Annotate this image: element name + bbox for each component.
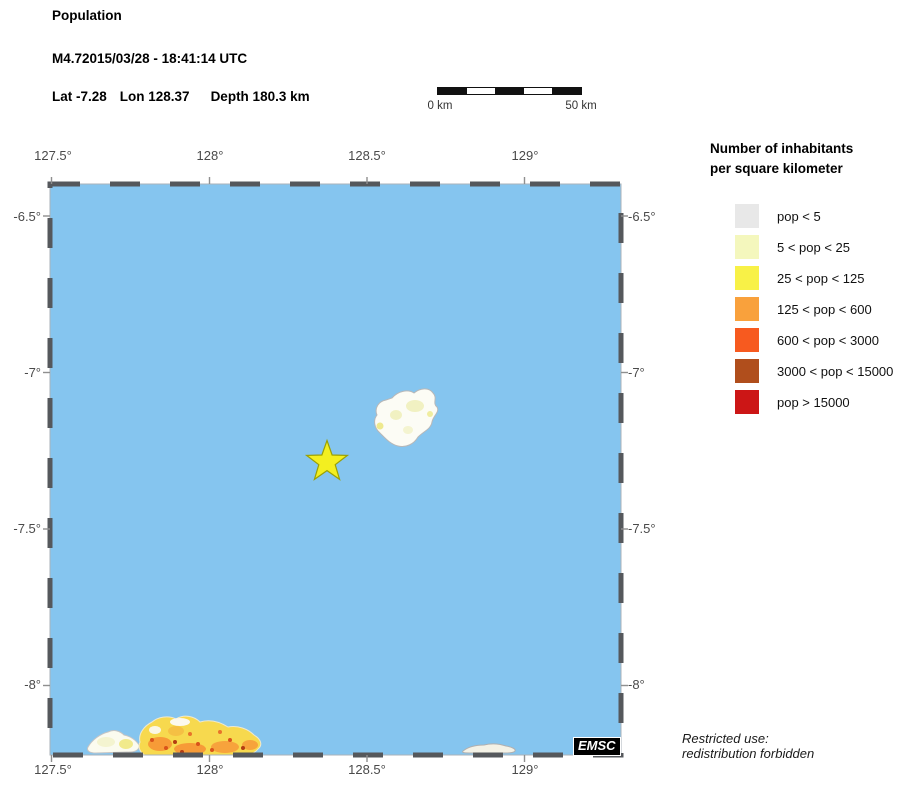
island-pop-dot bbox=[173, 740, 177, 744]
event-datetime: 2015/03/28 - 18:41:14 UTC bbox=[82, 51, 248, 66]
top-axis-label: 129° bbox=[511, 148, 539, 163]
legend-row: pop > 15000 bbox=[735, 390, 893, 414]
island-pop-dot bbox=[241, 746, 245, 750]
island-pop-dot bbox=[164, 746, 168, 750]
scale-segment bbox=[523, 88, 553, 94]
right-axis-label: -6.5° bbox=[628, 209, 656, 224]
event-latitude: Lat -7.28 bbox=[52, 89, 107, 104]
left-axis-label: -8° bbox=[24, 677, 41, 692]
legend-label: 3000 < pop < 15000 bbox=[777, 363, 894, 379]
scale-start-label: 0 km bbox=[427, 100, 453, 112]
island-pop-dot bbox=[150, 738, 154, 742]
right-axis-label: -7.5° bbox=[628, 521, 656, 536]
event-depth: Depth 180.3 km bbox=[210, 89, 310, 104]
bottom-axis-label: 128.5° bbox=[348, 762, 386, 777]
island-pop-patch bbox=[403, 426, 413, 434]
map-frame-dashed bbox=[47, 181, 624, 758]
island-pop-dot bbox=[218, 730, 222, 734]
scale-end-label: 50 km bbox=[565, 100, 597, 112]
legend-row: 5 < pop < 25 bbox=[735, 235, 893, 259]
legend-row: 25 < pop < 125 bbox=[735, 266, 893, 290]
island-pop-patch bbox=[390, 410, 402, 420]
legend-row: 600 < pop < 3000 bbox=[735, 328, 893, 352]
island-pop-patch bbox=[406, 400, 424, 412]
bottom-axis-label: 129° bbox=[511, 762, 539, 777]
island-pop-patch bbox=[211, 741, 239, 753]
event-coordinates: Lat -7.28 Lon 128.37 Depth 180.3 km bbox=[52, 89, 310, 104]
island-pop-patch bbox=[149, 726, 161, 734]
top-axis-label: 128° bbox=[196, 148, 224, 163]
legend-swatch bbox=[735, 297, 759, 321]
legend-label: 600 < pop < 3000 bbox=[777, 332, 879, 348]
island-pop-patch bbox=[376, 422, 384, 430]
island-pop-patch bbox=[242, 740, 258, 750]
island-pop-patch bbox=[97, 737, 115, 747]
legend-swatch bbox=[735, 235, 759, 259]
emsc-logo: EMSC bbox=[573, 737, 621, 756]
legend-swatch bbox=[735, 390, 759, 414]
legend-swatch bbox=[735, 328, 759, 352]
island-damar bbox=[374, 388, 439, 447]
event-magnitude: M4.7 bbox=[52, 51, 83, 66]
island-pop-dot bbox=[210, 748, 214, 752]
map-canvas bbox=[43, 177, 628, 762]
island-pop-patch bbox=[168, 726, 184, 736]
page-title: Population bbox=[52, 8, 122, 23]
map-scale-bar bbox=[437, 87, 582, 95]
island-pop-patch bbox=[119, 739, 133, 749]
scale-segment bbox=[495, 88, 524, 94]
axis-ticks bbox=[43, 177, 628, 762]
legend-title: Number of inhabitants per square kilomet… bbox=[710, 139, 853, 178]
legend-label: pop < 5 bbox=[777, 208, 821, 224]
legend-label: pop > 15000 bbox=[777, 394, 850, 410]
islands-layer bbox=[87, 388, 516, 755]
scale-segment bbox=[466, 88, 496, 94]
left-axis-label: -7° bbox=[24, 365, 41, 380]
island-small-west bbox=[87, 730, 140, 754]
legend-title-line1: Number of inhabitants bbox=[710, 141, 854, 156]
restricted-use-line1: Restricted use: bbox=[682, 731, 769, 746]
island-pop-patch bbox=[427, 411, 433, 417]
top-axis-label: 127.5° bbox=[34, 148, 72, 163]
scale-segment bbox=[552, 88, 581, 94]
legend: pop < 5 5 < pop < 25 25 < pop < 125 125 … bbox=[735, 204, 893, 421]
island-pop-patch bbox=[170, 718, 190, 726]
island-pop-dot bbox=[228, 738, 232, 742]
legend-swatch bbox=[735, 266, 759, 290]
island-small-east bbox=[462, 743, 516, 754]
legend-label: 25 < pop < 125 bbox=[777, 270, 865, 286]
event-longitude: Lon 128.37 bbox=[119, 89, 190, 104]
legend-label: 125 < pop < 600 bbox=[777, 301, 872, 317]
legend-title-line2: per square kilometer bbox=[710, 160, 843, 176]
restricted-use-line2: redistribution forbidden bbox=[682, 746, 815, 761]
epicenter-star bbox=[304, 438, 350, 481]
legend-row: 3000 < pop < 15000 bbox=[735, 359, 893, 383]
top-axis-label: 128.5° bbox=[348, 148, 386, 163]
legend-row: pop < 5 bbox=[735, 204, 893, 228]
right-axis-label: -7° bbox=[628, 365, 645, 380]
island-pop-dot bbox=[196, 742, 200, 746]
bottom-axis-label: 127.5° bbox=[34, 762, 72, 777]
bottom-axis-label: 128° bbox=[196, 762, 224, 777]
event-magnitude-datetime: M4.72015/03/28 - 18:41:14 UTC bbox=[52, 51, 247, 66]
restricted-use-note: Restricted use: redistribution forbidden bbox=[682, 731, 814, 761]
legend-label: 5 < pop < 25 bbox=[777, 239, 851, 255]
left-axis-label: -6.5° bbox=[13, 209, 41, 224]
legend-row: 125 < pop < 600 bbox=[735, 297, 893, 321]
island-wetar bbox=[138, 715, 262, 755]
legend-swatch bbox=[735, 359, 759, 383]
right-axis-label: -8° bbox=[628, 677, 645, 692]
legend-swatch bbox=[735, 204, 759, 228]
scale-segment bbox=[438, 88, 467, 94]
left-axis-label: -7.5° bbox=[13, 521, 41, 536]
island-pop-dot bbox=[188, 732, 192, 736]
